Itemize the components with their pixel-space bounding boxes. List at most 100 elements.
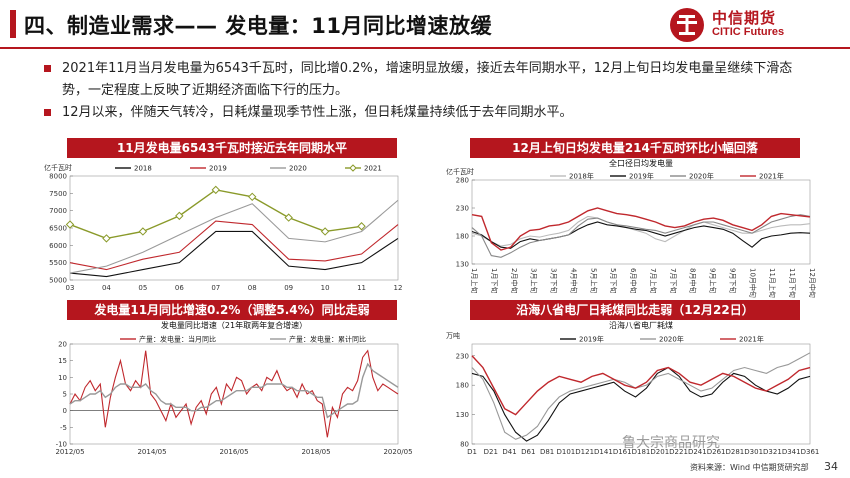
legend-marker (349, 164, 357, 172)
bullet-text: 12月以来，伴随天气转冷，日耗煤量现季节性上涨，但日耗煤量持续低于去年同期水平。 (62, 105, 573, 120)
data-point-marker (65, 220, 75, 229)
x-tick-label: 07 (211, 284, 220, 292)
x-tick-label: 2016/05 (219, 448, 248, 456)
x-tick-label: 5月下旬 (609, 268, 618, 293)
x-tick-label: 9月上旬 (709, 268, 718, 293)
y-tick-label: 280 (456, 177, 469, 185)
panel-title-monthly-power: 11月发电量6543千瓦时接近去年同期水平 (67, 138, 397, 158)
x-tick-label: 2014/05 (137, 448, 166, 456)
legend-label: 2019年 (579, 335, 604, 344)
y-tick-label: 130 (456, 261, 469, 269)
y-tick-label: 5 (63, 391, 67, 399)
x-tick-label: 2020/05 (383, 448, 412, 456)
x-tick-label: D41 (502, 448, 516, 456)
panel-title-daily-power: 12月上旬日均发电量214千瓦时环比小幅回落 (470, 138, 800, 158)
x-tick-label: 06 (175, 284, 184, 292)
y-tick-label: 5000 (49, 277, 67, 285)
series-line-2018 (69, 230, 399, 278)
x-tick-label: D21 (484, 448, 498, 456)
data-point-marker (320, 227, 330, 236)
y-tick-label: 130 (456, 411, 469, 419)
bullet-list: 2021年11月当月发电量为6543千瓦时，同比增0.2%，增速明显放缓，接近去… (44, 58, 814, 124)
y-axis-label: 亿千瓦时 (44, 163, 72, 172)
x-tick-label: D141 (594, 448, 613, 456)
legend-label: 产量：发电量：累计同比 (289, 335, 366, 344)
series-line-2020 (69, 199, 399, 274)
chart-daily-power: 130 180 230 280 亿千瓦时 全口径日均发电量 1月上旬 1月下旬 2月中旬 3月上旬… (440, 158, 820, 298)
chart-coal-consumption: 80 130 180 230 万吨 沿海八省电厂耗煤 D1 D21 D41 D61 D81 D101 D… (440, 320, 820, 460)
chart-yoy-growth: -10 -5 0 5 10 15 20 发电量同比增速（21年取两年复合增速） 2012/05 2… (40, 320, 412, 460)
x-tick-label: 3月下旬 (550, 268, 559, 293)
x-tick-label: 09 (284, 284, 293, 292)
chart-subtitle: 沿海八省电厂耗煤 (609, 320, 673, 330)
legend-label: 2018年 (569, 172, 594, 181)
x-tick-label: D241 (688, 448, 707, 456)
x-tick-label: D261 (707, 448, 726, 456)
y-tick-label: 230 (456, 352, 469, 360)
x-tick-label: D81 (540, 448, 554, 456)
x-tick-label: 08 (248, 284, 257, 292)
chart-monthly-power: 5000 5500 6000 6500 7000 7500 8000 亿千瓦时 03 04 05 06… (40, 158, 410, 298)
chart-subtitle: 全口径日均发电量 (609, 158, 673, 168)
title-rule (0, 47, 850, 49)
citic-logo-icon (670, 8, 704, 42)
data-point-marker (284, 213, 293, 222)
y-tick-label: 10 (58, 374, 67, 382)
x-tick-label: 4月中旬 (569, 268, 578, 293)
x-tick-label: 10月中旬 (748, 268, 757, 298)
panel-title-yoy-growth: 发电量11月同比增速0.2%（调整5.4%）同比走弱 (67, 300, 397, 320)
data-point-marker (357, 222, 366, 231)
series-line-2021年 (471, 207, 811, 251)
y-tick-label: 15 (58, 357, 67, 365)
y-tick-label: 6500 (49, 225, 67, 233)
data-point-marker (102, 234, 111, 243)
x-tick-label: D121 (575, 448, 594, 456)
bullet-item: 12月以来，伴随天气转冷，日耗煤量现季节性上涨，但日耗煤量持续低于去年同期水平。 (44, 102, 814, 124)
y-tick-label: 8000 (49, 173, 67, 181)
y-tick-label: 0 (63, 407, 67, 415)
legend-label: 产量：发电量：当月同比 (139, 335, 216, 344)
y-tick-label: 7000 (49, 207, 67, 215)
x-tick-label: 12月中旬 (808, 268, 817, 298)
legend-label: 2020年 (689, 172, 714, 181)
legend-label: 2019年 (629, 172, 654, 181)
data-point-marker (211, 185, 220, 195)
y-tick-label: 180 (456, 233, 469, 241)
x-tick-label: D61 (521, 448, 535, 456)
series-line-2021年 (471, 355, 811, 416)
y-tick-label: 5500 (49, 259, 67, 267)
watermark: 鲁大宗商品研究 (622, 435, 720, 451)
x-tick-label: D181 (632, 448, 651, 456)
x-tick-label: D101 (557, 448, 576, 456)
x-tick-label: D1 (467, 448, 477, 456)
x-tick-label: 04 (102, 284, 111, 292)
y-tick-label: 7500 (49, 190, 67, 198)
logo-english-name: CITIC Futures (712, 26, 785, 38)
data-point-marker (138, 227, 148, 236)
x-tick-label: D361 (801, 448, 820, 456)
legend-label: 2018 (134, 165, 152, 173)
bullet-text: 2021年11月当月发电量为6543千瓦时，同比增0.2%，增速明显放缓，接近去… (62, 61, 793, 98)
x-tick-label: 9月下旬 (728, 268, 737, 293)
title-accent (10, 10, 16, 38)
panel-title-coal-consumption: 沿海八省电厂日耗煤同比走弱（12月22日） (470, 300, 800, 320)
legend-label: 2020年 (659, 335, 684, 344)
page-number: 34 (824, 460, 838, 473)
series-line-2020年 (471, 352, 811, 440)
data-point-marker (175, 211, 184, 221)
x-tick-label: 11月上旬 (768, 268, 777, 298)
logo-chinese-name: 中信期货 (712, 9, 777, 27)
x-tick-label: 1月下旬 (490, 268, 499, 293)
y-axis-label: 亿千瓦时 (446, 167, 474, 176)
x-tick-label: 5月上旬 (589, 268, 598, 293)
legend-label: 2021 (364, 165, 382, 173)
legend-label: 2021年 (739, 335, 764, 344)
plot-frame (471, 343, 811, 445)
y-tick-label: 6000 (49, 242, 67, 250)
plot-frame (471, 179, 811, 265)
source-note: 资料来源：Wind 中信期货研究部 (690, 463, 809, 472)
